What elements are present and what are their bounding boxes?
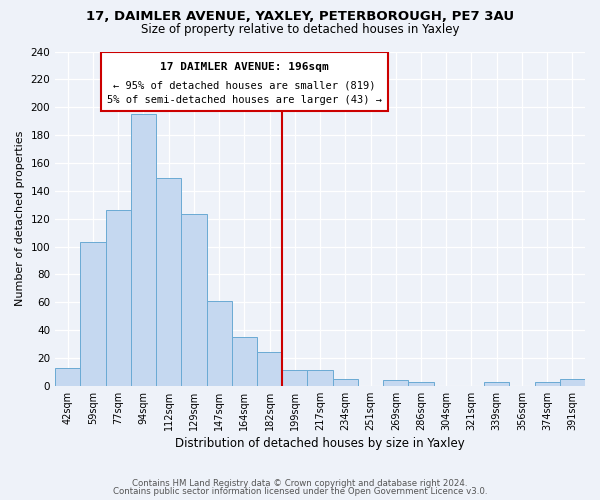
Text: Size of property relative to detached houses in Yaxley: Size of property relative to detached ho… xyxy=(141,22,459,36)
Text: 5% of semi-detached houses are larger (43) →: 5% of semi-detached houses are larger (4… xyxy=(107,95,382,105)
Text: Contains HM Land Registry data © Crown copyright and database right 2024.: Contains HM Land Registry data © Crown c… xyxy=(132,478,468,488)
Bar xyxy=(106,210,131,386)
Bar xyxy=(55,368,80,386)
Text: 17, DAIMLER AVENUE, YAXLEY, PETERBOROUGH, PE7 3AU: 17, DAIMLER AVENUE, YAXLEY, PETERBOROUGH… xyxy=(86,10,514,23)
Bar xyxy=(257,352,282,386)
Text: Contains public sector information licensed under the Open Government Licence v3: Contains public sector information licen… xyxy=(113,487,487,496)
Bar xyxy=(282,370,307,386)
Bar xyxy=(206,301,232,386)
Bar xyxy=(181,214,206,386)
Y-axis label: Number of detached properties: Number of detached properties xyxy=(15,131,25,306)
Bar xyxy=(535,382,560,386)
Text: ← 95% of detached houses are smaller (819): ← 95% of detached houses are smaller (81… xyxy=(113,80,376,90)
Bar xyxy=(80,242,106,386)
Bar xyxy=(332,379,358,386)
Bar xyxy=(131,114,156,386)
Bar xyxy=(409,382,434,386)
Bar xyxy=(156,178,181,386)
X-axis label: Distribution of detached houses by size in Yaxley: Distribution of detached houses by size … xyxy=(175,437,465,450)
Bar xyxy=(484,382,509,386)
Bar xyxy=(560,379,585,386)
FancyBboxPatch shape xyxy=(101,52,388,112)
Bar xyxy=(383,380,409,386)
Text: 17 DAIMLER AVENUE: 196sqm: 17 DAIMLER AVENUE: 196sqm xyxy=(160,62,329,72)
Bar xyxy=(232,337,257,386)
Bar xyxy=(307,370,332,386)
